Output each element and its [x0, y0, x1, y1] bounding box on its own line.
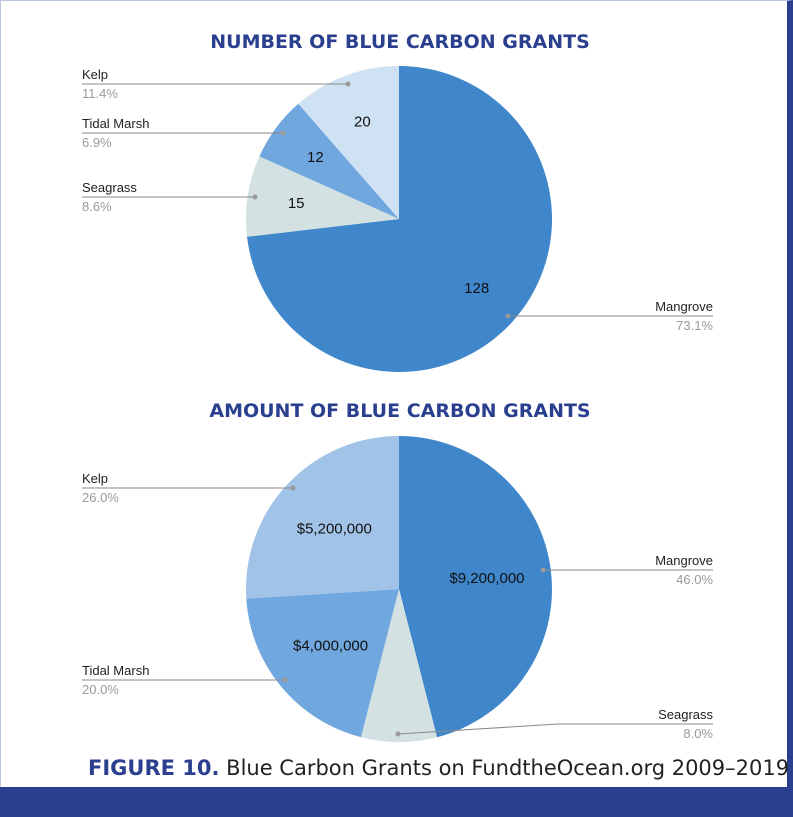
figure-caption-text: Blue Carbon Grants on FundtheOcean.org 2… [219, 756, 790, 780]
bottom-bar [0, 787, 793, 817]
chart-2-tidal-marsh-label: Tidal Marsh [82, 663, 149, 678]
figure-label: FIGURE 10. [88, 756, 220, 780]
chart-1-seagrass-label: Seagrass [82, 180, 137, 195]
chart-1-mangrove-label: Mangrove [655, 299, 713, 314]
chart-1-slice-tidal-marsh [259, 103, 399, 219]
chart-1-slice-seagrass [245, 156, 399, 237]
chart-2-seagrass-label: Seagrass [658, 707, 713, 722]
chart-1-value-label-tidal-marsh: 12 [307, 149, 324, 166]
chart-2-slice-tidal-marsh [246, 589, 399, 738]
chart-1-value-label-kelp: 20 [354, 114, 371, 131]
chart-1-annotations: Kelp 11.4% Tidal Marsh 6.9% Seagrass 8.6… [82, 67, 713, 333]
chart-1-mangrove-percent: 73.1% [676, 318, 713, 333]
chart-2-annotations: Kelp 26.0% Tidal Marsh 20.0% Mangrove 46… [82, 471, 713, 741]
chart-2-tidal-marsh-percent: 20.0% [82, 682, 119, 697]
chart-2-seagrass-leader [397, 723, 713, 735]
chart-1-kelp-label: Kelp [82, 67, 108, 82]
chart-1-tidal-marsh-leader-dot [280, 130, 286, 136]
chart-2-seagrass-percent: 8.0% [683, 726, 713, 741]
chart-2-mangrove-label: Mangrove [655, 553, 713, 568]
chart-2-mangrove-leader-dot [540, 567, 546, 573]
chart-2-slice-mangrove [399, 436, 552, 738]
chart-2-value-label-kelp: $5,200,000 [297, 520, 372, 537]
chart-1-tidal-marsh-label: Tidal Marsh [82, 116, 149, 131]
chart-1-kelp-leader-dot [345, 81, 351, 87]
chart-1-slice-mangrove [247, 66, 552, 373]
chart-2-title: AMOUNT OF BLUE CARBON GRANTS [209, 400, 590, 422]
chart-1-value-label-mangrove: 128 [464, 280, 489, 297]
chart-2-value-label-tidal-marsh: $4,000,000 [293, 638, 368, 655]
chart-1-seagrass-percent: 8.6% [82, 199, 112, 214]
chart-2-tidal-marsh-leader-dot [282, 677, 288, 683]
figure-caption: FIGURE 10. Blue Carbon Grants on Fundthe… [88, 756, 789, 780]
chart-1-title: NUMBER OF BLUE CARBON GRANTS [210, 31, 590, 53]
chart-2-slice-kelp [245, 436, 399, 599]
chart-1-seagrass-leader-dot [252, 194, 258, 200]
chart-2-seagrass-leader-dot [395, 731, 401, 737]
chart-1-slice-kelp [298, 66, 399, 219]
chart-2-kelp-label: Kelp [82, 471, 108, 486]
chart-1-value-label-seagrass: 15 [288, 195, 305, 212]
chart-1-kelp-percent: 11.4% [82, 86, 118, 101]
chart-2-mangrove-percent: 46.0% [676, 572, 713, 587]
chart-2-value-label-mangrove: $9,200,000 [449, 570, 524, 587]
chart-2-kelp-percent: 26.0% [82, 490, 119, 505]
chart-1-mangrove-leader-dot [505, 313, 511, 319]
chart-2-slice-seagrass [360, 589, 438, 742]
chart-1-tidal-marsh-percent: 6.9% [82, 135, 112, 150]
chart-2-kelp-leader-dot [290, 485, 296, 491]
